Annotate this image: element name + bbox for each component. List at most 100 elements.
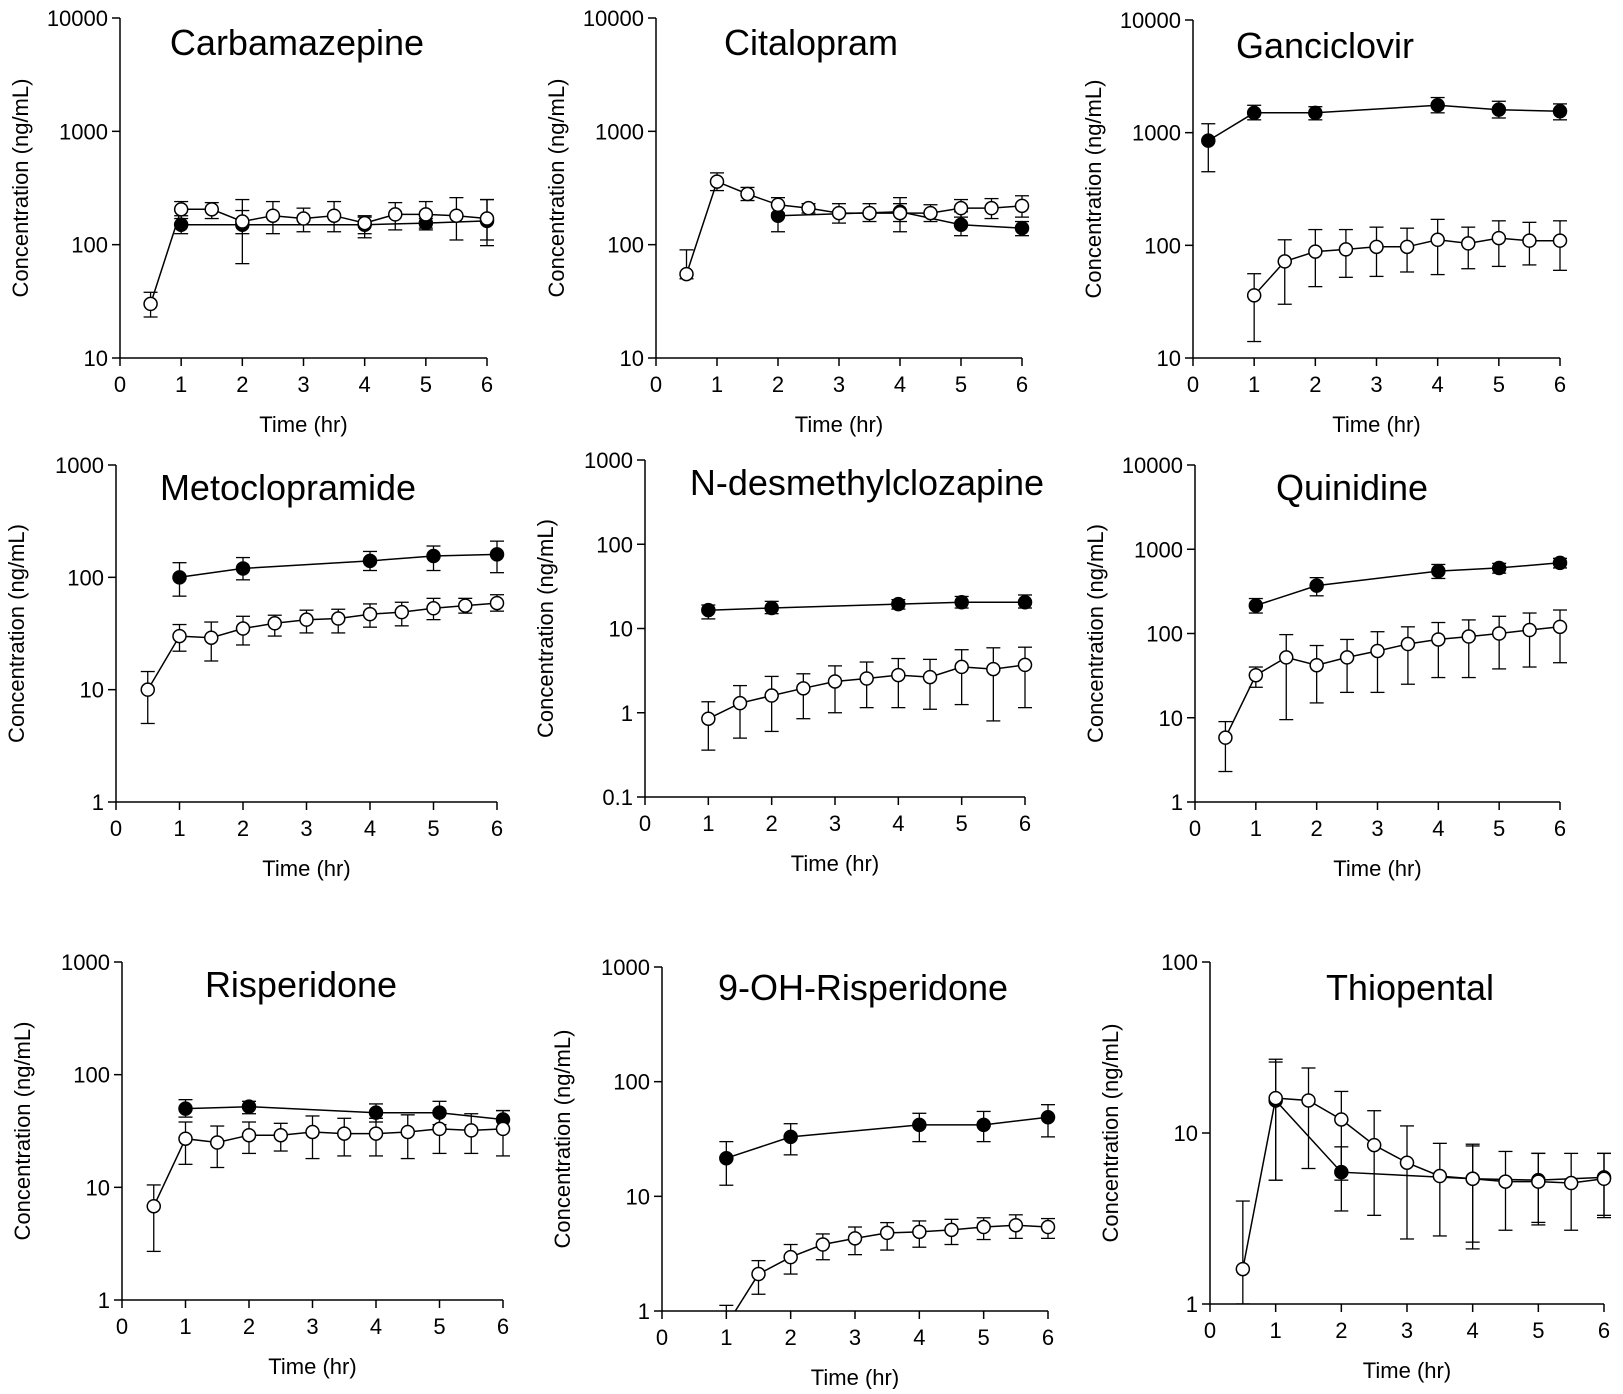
data-point-open: [1465, 1171, 1480, 1187]
data-point-open: [1366, 1137, 1382, 1153]
data-point-open: [331, 611, 346, 626]
x-tick-label: 1: [702, 811, 714, 836]
y-axis-label: Concentration (ng/mL): [10, 1022, 35, 1241]
chart-title: Risperidone: [205, 964, 397, 1005]
chart-panel-3: 10 100 1000 10000 0 1 2 3 4 5 6 Ganciclovir Time (hr…: [1081, 8, 1568, 437]
chart-title: Thiopental: [1326, 967, 1494, 1008]
data-point-open: [1235, 1261, 1251, 1277]
x-tick-label: 4: [1467, 1318, 1479, 1343]
data-point-open: [922, 669, 938, 685]
y-tick-label: 1: [621, 701, 633, 726]
series-closed: [172, 540, 505, 597]
data-point-closed: [362, 553, 378, 569]
data-point-open: [265, 208, 281, 223]
x-tick-label: 5: [1493, 372, 1505, 397]
data-point-open: [299, 612, 314, 627]
chart-title: 9-OH-Risperidone: [718, 967, 1008, 1008]
x-tick-label: 5: [1493, 816, 1505, 841]
data-point-closed: [719, 1150, 734, 1166]
x-tick-label: 0: [114, 372, 126, 397]
x-tick-label: 3: [829, 811, 841, 836]
y-tick-label: 10000: [583, 6, 644, 31]
data-point-open: [241, 1127, 257, 1143]
data-point-open: [1339, 650, 1355, 665]
x-axis-label: Time (hr): [791, 851, 879, 876]
x-tick-label: 4: [1432, 372, 1444, 397]
plot-area: [701, 594, 1033, 751]
y-tick-label: 0.1: [602, 785, 633, 810]
data-point-open: [912, 1224, 927, 1240]
y-tick-label: 100: [67, 565, 104, 590]
data-point-open: [173, 202, 189, 217]
data-point-open: [1431, 632, 1446, 647]
x-tick-label: 1: [711, 372, 723, 397]
y-tick-label: 100: [71, 233, 108, 258]
x-tick-label: 6: [481, 372, 493, 397]
data-point-closed: [368, 1105, 384, 1120]
x-tick-label: 1: [173, 816, 185, 841]
series-line: [179, 553, 498, 579]
plot-area: [1201, 96, 1568, 343]
data-point-open: [1491, 626, 1507, 641]
data-point-open: [679, 266, 694, 282]
y-tick-label: 1000: [1132, 121, 1181, 146]
series-line: [153, 1128, 504, 1207]
y-axis-label: Concentration (ng/mL): [1083, 524, 1108, 743]
y-tick-label: 100: [1146, 622, 1183, 647]
chart-title: Metoclopramide: [160, 467, 416, 508]
x-tick-label: 1: [720, 1325, 732, 1350]
data-point-open: [1369, 239, 1384, 255]
data-point-open: [479, 211, 495, 226]
data-point-closed: [1431, 563, 1446, 579]
data-point-closed: [912, 1117, 927, 1133]
data-point-open: [783, 1249, 798, 1265]
y-tick-label: 1000: [61, 950, 110, 975]
x-tick-label: 0: [1204, 1318, 1216, 1343]
x-tick-label: 2: [766, 811, 778, 836]
y-tick-label: 10: [80, 678, 104, 703]
series-open: [1218, 609, 1568, 773]
data-point-open: [464, 1123, 479, 1138]
y-axis-label: Concentration (ng/mL): [8, 79, 33, 298]
x-tick-label: 5: [427, 816, 439, 841]
data-point-open: [1370, 643, 1385, 659]
x-tick-label: 6: [1042, 1325, 1054, 1350]
series-open: [146, 1109, 511, 1253]
data-point-open: [1522, 622, 1537, 638]
x-tick-label: 6: [1554, 372, 1566, 397]
plot-area: [719, 1104, 1056, 1311]
x-tick-label: 2: [243, 1314, 255, 1339]
series-line: [708, 601, 1025, 611]
data-point-closed: [1014, 220, 1030, 236]
data-point-open: [204, 630, 219, 645]
data-point-open: [709, 174, 725, 189]
data-point-open: [1400, 636, 1416, 652]
data-point-open: [1017, 657, 1033, 673]
data-point-open: [267, 616, 282, 631]
data-point-closed: [701, 602, 716, 618]
y-tick-label: 10: [620, 346, 644, 371]
x-axis-label: Time (hr): [1363, 1358, 1451, 1383]
series-open: [1246, 218, 1568, 343]
x-axis-label: Time (hr): [268, 1354, 356, 1379]
data-point-closed: [426, 548, 441, 564]
data-point-open: [976, 1219, 991, 1235]
data-point-open: [986, 661, 1001, 677]
x-tick-label: 0: [639, 811, 651, 836]
data-point-closed: [954, 594, 969, 610]
y-tick-label: 10: [86, 1175, 110, 1200]
x-tick-label: 1: [1270, 1318, 1282, 1343]
x-tick-label: 6: [1598, 1318, 1610, 1343]
y-axis-label: Concentration (ng/mL): [1081, 80, 1106, 299]
data-point-closed: [235, 561, 251, 576]
data-point-open: [210, 1135, 225, 1150]
data-point-open: [1596, 1171, 1612, 1187]
series-open: [143, 196, 495, 318]
chart-panel-1: 10 100 1000 10000 0 1 2 3 4 5 6 Carbamazepine Time (…: [8, 6, 495, 437]
data-point-closed: [172, 570, 187, 585]
y-tick-label: 1000: [59, 119, 108, 144]
series-open: [701, 646, 1033, 751]
y-tick-label: 100: [613, 1070, 650, 1095]
y-tick-label: 10000: [1122, 453, 1183, 478]
